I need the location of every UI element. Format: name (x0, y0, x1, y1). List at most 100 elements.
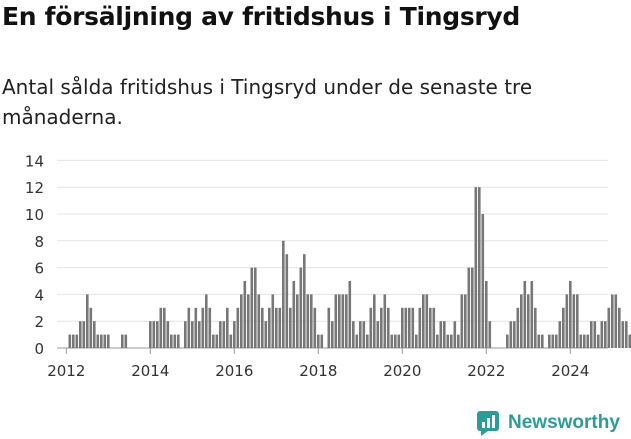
bar (215, 334, 219, 348)
bar (404, 307, 408, 348)
bar (89, 307, 93, 348)
bar (313, 307, 317, 348)
bar (306, 294, 310, 348)
bar (614, 294, 618, 348)
bar (243, 281, 247, 348)
x-tick-label: 2024 (551, 362, 589, 380)
bar (397, 334, 401, 348)
bar (579, 334, 583, 348)
bar (240, 294, 243, 348)
bar (166, 321, 170, 348)
bar (264, 321, 268, 348)
bar (513, 321, 516, 348)
bar (334, 294, 338, 348)
bar (422, 294, 425, 348)
bar (586, 334, 590, 348)
bar (593, 321, 597, 348)
bar (317, 334, 320, 348)
bar (597, 334, 600, 348)
bar (541, 334, 544, 348)
bar (394, 334, 397, 348)
bar (576, 294, 579, 348)
bar (453, 321, 457, 348)
bar (68, 334, 72, 348)
bar (478, 187, 481, 348)
bar (383, 294, 387, 348)
bar (331, 321, 334, 348)
bar (572, 294, 576, 348)
bar (376, 321, 380, 348)
bar (523, 281, 527, 348)
bar (177, 334, 180, 348)
bar (628, 334, 631, 348)
bar (481, 214, 485, 348)
bar (236, 307, 240, 348)
bar (222, 321, 226, 348)
bar (254, 267, 257, 348)
bar (345, 294, 348, 348)
bar (75, 334, 79, 348)
bar (411, 307, 415, 348)
bar (198, 321, 201, 348)
bar (348, 281, 352, 348)
bar (583, 334, 586, 348)
bar (310, 294, 313, 348)
bar (121, 334, 124, 348)
bar (93, 321, 96, 348)
bar (341, 294, 345, 348)
bar (149, 321, 152, 348)
bar (299, 267, 303, 348)
x-tick-label: 2012 (47, 362, 85, 380)
bar (86, 294, 89, 348)
bar (611, 294, 614, 348)
bar (285, 254, 289, 348)
bar (352, 321, 355, 348)
bar (275, 307, 278, 348)
brand-name: Newsworthy (508, 412, 620, 433)
y-tick-label: 6 (34, 260, 44, 278)
bar (565, 294, 569, 348)
bar (373, 294, 376, 348)
bar (436, 334, 439, 348)
bar (555, 334, 558, 348)
y-tick-label: 4 (34, 286, 44, 304)
bar (208, 307, 212, 348)
bar (233, 321, 236, 348)
bar (103, 334, 107, 348)
x-tick-label: 2018 (299, 362, 337, 380)
bar (534, 307, 537, 348)
bar (296, 294, 299, 348)
bar (450, 334, 453, 348)
bar (320, 334, 324, 348)
bar (621, 321, 625, 348)
y-tick-label: 12 (25, 179, 44, 197)
bar (82, 321, 86, 348)
bar (471, 267, 474, 348)
bar (562, 307, 565, 348)
bar (156, 321, 159, 348)
bar (418, 307, 422, 348)
bar (387, 307, 390, 348)
bar (415, 334, 418, 348)
bar (170, 334, 173, 348)
bar (425, 294, 429, 348)
bar (292, 281, 296, 348)
bar (362, 321, 366, 348)
bar (184, 321, 187, 348)
bar (369, 307, 373, 348)
bar (261, 307, 264, 348)
bar (443, 321, 446, 348)
bar (590, 321, 593, 348)
bar (278, 307, 282, 348)
bar (229, 334, 233, 348)
bar (257, 294, 261, 348)
y-tick-label: 8 (34, 233, 44, 251)
bar (163, 307, 166, 348)
bar (205, 294, 208, 348)
bar (408, 307, 411, 348)
bar (464, 294, 467, 348)
brand-logo[interactable]: Newsworthy (476, 408, 620, 438)
y-tick-label: 14 (25, 152, 44, 170)
bar (509, 321, 513, 348)
bar (271, 294, 275, 348)
